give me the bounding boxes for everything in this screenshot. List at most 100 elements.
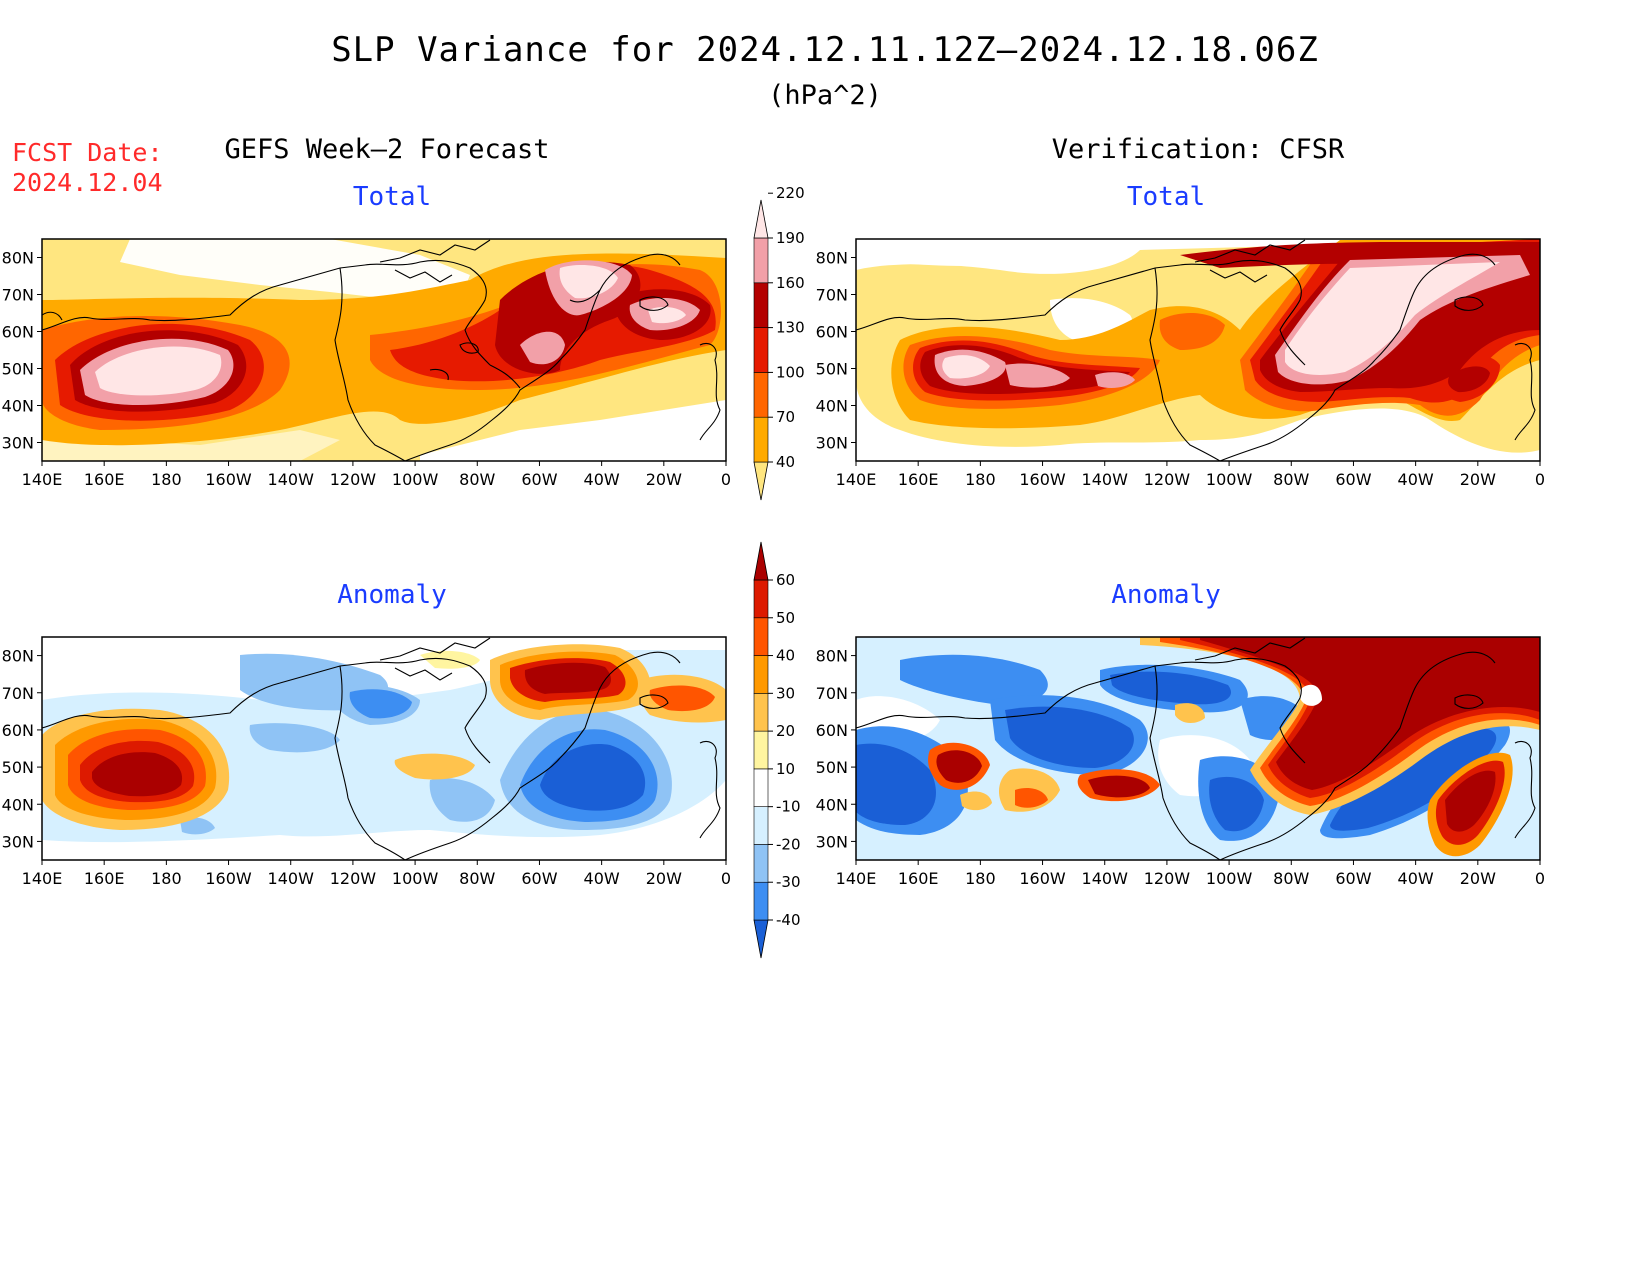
lon-tick-label: 0 [721,869,731,888]
colorbar-segment [753,806,769,845]
colorbar-tick-label: 60 [776,571,795,589]
map-verification-total [856,239,1540,461]
lat-tick-label: 40N [816,397,848,416]
lat-tick-label: 50N [816,758,848,777]
lon-tick-label: 20W [646,470,682,489]
lat-tick-label: 30N [816,434,848,453]
lat-tick-label: 70N [2,286,34,305]
lon-tick-label: 20W [646,869,682,888]
lon-tick-label: 100W [392,869,439,888]
axis-forecast-total: 140E 160E 180 160W 140W 120W 100W 80W 60W 40W 20W 0… [2,249,731,490]
panel-title-verification-total: Total [1126,182,1206,212]
map-forecast-total [42,239,726,461]
lon-tick-label: 80W [1273,470,1309,489]
colorbar-segment [753,579,769,619]
lat-tick-label: 40N [816,795,848,814]
lat-tick-label: 80N [2,249,34,268]
colorbar-tick-label: -30 [776,873,801,891]
units-label: (hPa^2) [768,80,882,111]
colorbar-segment [753,730,769,770]
lat-tick-label: 50N [816,360,848,379]
colorbar-low-extension [753,919,769,959]
lon-tick-label: 140W [268,470,315,489]
colorbar-anomaly: -40 -30 -20 -10 10 20 30 40 50 60 [753,541,801,959]
lon-tick-label: 140E [836,869,877,888]
colorbar-tick-label: 220 [776,184,805,202]
lon-tick-label: 160E [84,869,125,888]
colorbar-segment [753,372,769,418]
map-verification-anomaly [856,637,1540,860]
figure-title: SLP Variance for 2024.12.11.12Z—2024.12.… [331,30,1319,70]
colorbar-tick-label: 30 [776,684,795,702]
colorbar-segment [753,617,769,656]
colorbar-segment [753,693,769,732]
forecast-date-block: FCST Date: 2024.12.04 [12,138,163,198]
lon-tick-label: 40W [1398,869,1434,888]
lon-tick-label: 140E [22,869,63,888]
lon-tick-label: 160E [898,869,939,888]
lat-tick-label: 70N [816,684,848,703]
lon-tick-label: 100W [1206,869,1253,888]
colorbar-segment [753,844,769,883]
lat-tick-label: 50N [2,360,34,379]
panel-title-forecast-anomaly: Anomaly [337,580,447,610]
panel-title-verification-anomaly: Anomaly [1111,580,1221,610]
lon-tick-label: 40W [584,869,620,888]
colorbar-tick-label: 190 [776,229,805,247]
lat-tick-label: 70N [2,684,34,703]
lon-tick-label: 60W [521,869,557,888]
lon-tick-label: 80W [1273,869,1309,888]
colorbar-segment [753,768,769,807]
axis-verification-anomaly: 140E 160E 180 160W 140W 120W 100W 80W 60W 40W 20W 0… [816,647,1545,888]
lon-tick-label: 120W [330,470,377,489]
colorbar-tick-label: 130 [776,319,805,337]
axis-forecast-anomaly: 140E 160E 180 160W 140W 120W 100W 80W 60W 40W 20W 0… [2,647,731,888]
lon-tick-label: 80W [459,869,495,888]
lat-tick-label: 60N [2,721,34,740]
lon-tick-label: 160W [1019,470,1066,489]
axis-verification-total: 140E 160E 180 160W 140W 120W 100W 80W 60W 40W 20W 0… [816,249,1545,490]
colorbar-tick-label: -10 [776,798,801,816]
frame-forecast-total [41,238,727,462]
panel-title-forecast-total: Total [352,182,432,212]
colorbar-total: 40 70 100 130 160 190 220 [753,184,805,501]
lon-tick-label: 160W [1019,869,1066,888]
colorbar-tick-label: 40 [776,647,795,665]
colorbar-segment [753,282,769,328]
lat-tick-label: 60N [816,721,848,740]
lon-tick-label: 160W [205,869,252,888]
lat-tick-label: 80N [816,249,848,268]
lon-tick-label: 180 [151,869,182,888]
colorbar-tick-label: 40 [776,453,795,471]
lon-tick-label: 140E [22,470,63,489]
lon-tick-label: 0 [1535,869,1545,888]
lon-tick-label: 60W [1335,470,1371,489]
lon-tick-label: 180 [151,470,182,489]
lon-tick-label: 0 [721,470,731,489]
lon-tick-label: 160E [84,470,125,489]
colorbar-tick-label: 70 [776,408,795,426]
lat-tick-label: 40N [2,397,34,416]
lon-tick-label: 140W [1082,470,1129,489]
lon-tick-label: 140E [836,470,877,489]
lon-tick-label: 140W [268,869,315,888]
lat-tick-label: 40N [2,795,34,814]
column-title-verification: Verification: CFSR [1051,134,1345,165]
colorbar-tick-label: -20 [776,835,801,853]
colorbar-tick-label: -40 [776,911,801,929]
forecast-total-contours [42,253,726,446]
colorbar-tick-label: 50 [776,609,795,627]
lon-tick-label: 120W [1144,869,1191,888]
colorbar-high-extension [753,541,769,581]
colorbar-tick-label: 20 [776,722,795,740]
lon-tick-label: 160E [898,470,939,489]
frame-forecast-anomaly [41,636,727,861]
lat-tick-label: 30N [2,832,34,851]
lat-tick-label: 60N [2,323,34,342]
lon-tick-label: 40W [1398,470,1434,489]
colorbar-segment [753,881,769,921]
lon-tick-label: 60W [521,470,557,489]
lon-tick-label: 140W [1082,869,1129,888]
lon-tick-label: 100W [392,470,439,489]
